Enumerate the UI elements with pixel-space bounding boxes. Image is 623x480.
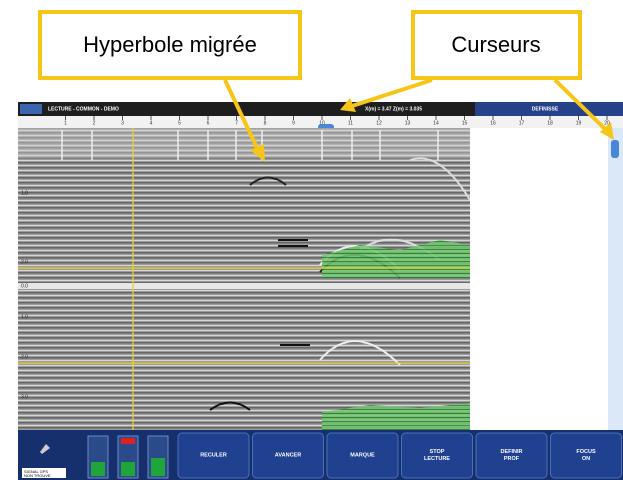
ruler-label: 19 — [576, 120, 582, 126]
ruler-label: 20 — [604, 120, 610, 126]
title-bar — [18, 102, 623, 116]
green-layer — [322, 403, 470, 430]
button-label: ON — [582, 456, 590, 462]
button-label: STOP — [430, 449, 445, 455]
gps-status: NON TROUVE — [24, 473, 51, 478]
button-label: MARQUE — [350, 452, 375, 458]
ruler-label: 15 — [462, 120, 468, 126]
toolbar-button[interactable] — [326, 432, 399, 479]
window-title: LECTURE - COMMON - DEMO — [48, 106, 119, 112]
scroll-thumb[interactable] — [611, 140, 619, 158]
ruler: 1 2 3 4 5 6 7 8 9 10 11 12 13 14 15 16 17 18 19 20 — [64, 116, 610, 126]
button-label: FOCUS — [576, 449, 596, 455]
depth-label: 3.0 — [21, 394, 28, 400]
ruler-label: 7 — [235, 120, 238, 126]
arrow-heads — [250, 98, 614, 162]
depth-label: 2.0 — [21, 354, 28, 360]
toolbar-button[interactable] — [401, 432, 473, 479]
ruler-label: 2 — [93, 120, 96, 126]
gps-box — [22, 468, 66, 478]
callout-box — [38, 10, 302, 80]
ruler-label: 3 — [121, 120, 124, 126]
ruler-label: 8 — [264, 120, 267, 126]
ruler-label: 12 — [376, 120, 382, 126]
toolbar-button[interactable] — [550, 432, 622, 479]
ruler-label: 6 — [207, 120, 210, 126]
gps-status: SIGNAL GPS — [24, 469, 48, 474]
ruler-label: 1 — [64, 120, 67, 126]
panel-title: DEFINISSE — [532, 106, 559, 112]
ruler-bar — [18, 116, 623, 128]
ruler-label: 17 — [519, 120, 525, 126]
callout-box — [411, 10, 582, 80]
depth-label: 1.0 — [21, 314, 28, 320]
surface-band — [18, 128, 470, 158]
button-label: LECTURE — [424, 456, 450, 462]
ruler-label: 10 — [319, 120, 325, 126]
button-label: AVANCER — [275, 452, 301, 458]
ruler-label: 11 — [348, 120, 353, 126]
toolbar-button[interactable] — [252, 432, 324, 479]
side-panel — [470, 128, 608, 430]
scrollbar[interactable] — [608, 128, 623, 430]
cursor-readout: X(m) = 3.47 Z(m) = 3.035 — [365, 106, 422, 112]
ruler-label: 9 — [292, 120, 295, 126]
callout-label: Hyperbole migrée — [83, 32, 257, 57]
button-label: PROF — [504, 456, 520, 462]
radargram — [18, 128, 470, 430]
callout-arrows — [223, 78, 608, 151]
depth-label: 0.0 — [21, 283, 28, 289]
ruler-label: 4 — [150, 120, 153, 126]
status-meters — [87, 435, 169, 479]
ruler-label: 16 — [490, 120, 496, 126]
gps-icon — [40, 444, 50, 454]
ruler-label: 18 — [547, 120, 553, 126]
depth-label: 2.0 — [21, 259, 28, 265]
button-label: RECULER — [200, 452, 227, 458]
callout-label: Curseurs — [451, 32, 540, 57]
depth-axis: 1.0 2.0 0.0 1.0 2.0 3.0 — [21, 190, 28, 400]
separator — [18, 283, 470, 289]
toolbar-button[interactable] — [475, 432, 548, 479]
depth-label: 1.0 — [21, 190, 28, 196]
toolbar-button[interactable] — [177, 432, 250, 479]
ruler-label: 14 — [433, 120, 439, 126]
button-label: DEFINIR — [501, 449, 523, 455]
ruler-label: 5 — [178, 120, 181, 126]
ruler-label: 13 — [405, 120, 411, 126]
logo — [20, 104, 42, 114]
